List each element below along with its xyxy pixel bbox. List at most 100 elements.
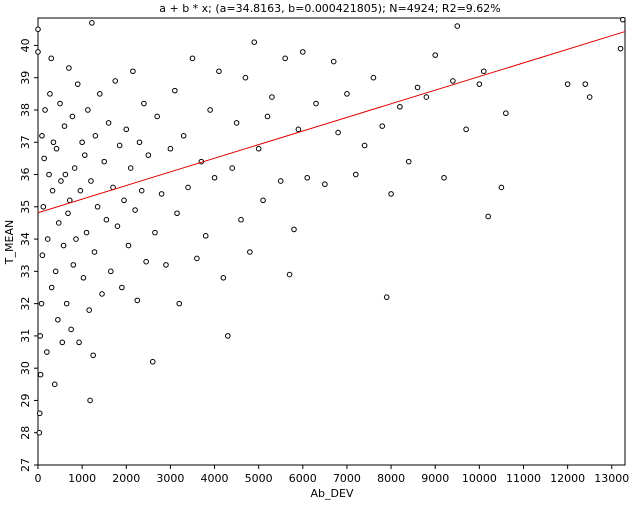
point xyxy=(37,333,44,339)
point xyxy=(71,165,78,171)
point xyxy=(103,216,110,223)
point xyxy=(69,113,76,120)
x-tick-label: 1000 xyxy=(68,472,96,485)
point xyxy=(39,252,46,259)
point xyxy=(163,262,169,268)
point xyxy=(119,284,125,291)
point xyxy=(70,262,77,268)
point xyxy=(112,78,119,84)
fit-line xyxy=(37,31,626,214)
point xyxy=(105,120,112,126)
point xyxy=(77,187,84,194)
point xyxy=(60,242,67,249)
point xyxy=(229,165,235,171)
point xyxy=(88,178,94,184)
point xyxy=(96,91,103,97)
point xyxy=(185,184,191,191)
point xyxy=(291,226,297,233)
x-tick-label: 13000 xyxy=(594,472,629,485)
point xyxy=(330,58,337,65)
point xyxy=(44,349,50,355)
point xyxy=(485,213,491,220)
point xyxy=(66,65,72,71)
point xyxy=(174,210,180,217)
point xyxy=(247,249,253,255)
point xyxy=(40,204,47,210)
point xyxy=(101,158,108,165)
point xyxy=(65,210,71,217)
point xyxy=(99,291,105,297)
point xyxy=(383,294,390,300)
point xyxy=(586,94,593,100)
point xyxy=(116,142,123,149)
y-tick-label: 34 xyxy=(19,232,32,246)
y-tick-label: 29 xyxy=(19,393,32,407)
point xyxy=(476,81,483,87)
point xyxy=(564,81,571,87)
y-tick-label: 35 xyxy=(19,200,32,214)
point xyxy=(617,45,624,52)
point xyxy=(238,216,244,223)
point xyxy=(114,223,121,229)
point xyxy=(313,100,319,107)
point xyxy=(39,133,45,139)
point xyxy=(57,100,63,107)
point xyxy=(108,268,114,275)
point xyxy=(52,268,59,275)
point xyxy=(36,429,43,436)
y-tick-label: 30 xyxy=(19,361,32,375)
point xyxy=(370,74,377,81)
point xyxy=(50,139,57,146)
point xyxy=(38,300,45,307)
point xyxy=(74,81,81,87)
point xyxy=(46,171,52,178)
point xyxy=(619,16,626,23)
point xyxy=(48,284,55,291)
point xyxy=(269,94,275,100)
point xyxy=(441,174,447,181)
point xyxy=(405,158,412,165)
y-tick-label: 31 xyxy=(19,329,32,343)
point xyxy=(91,249,98,255)
point xyxy=(388,191,394,197)
point xyxy=(79,139,85,146)
point xyxy=(176,300,183,307)
point xyxy=(134,297,141,304)
point xyxy=(62,171,69,178)
point xyxy=(242,74,249,81)
point xyxy=(37,371,44,378)
point xyxy=(300,49,306,55)
point xyxy=(582,81,589,87)
x-tick-label: 8000 xyxy=(377,472,405,485)
point xyxy=(86,307,92,313)
point xyxy=(158,191,165,197)
point xyxy=(58,178,64,184)
point xyxy=(35,49,41,55)
point xyxy=(361,142,368,149)
point xyxy=(61,123,68,129)
point xyxy=(80,275,87,281)
point xyxy=(36,410,43,417)
point xyxy=(125,242,132,249)
point xyxy=(480,68,487,75)
x-tick-label: 7000 xyxy=(333,472,361,485)
point xyxy=(143,258,149,265)
y-tick-label: 27 xyxy=(19,458,32,472)
point xyxy=(211,174,218,181)
x-tick-label: 0 xyxy=(35,472,42,485)
y-tick-label: 33 xyxy=(19,264,32,278)
point xyxy=(180,133,187,139)
point xyxy=(423,94,430,100)
point xyxy=(414,84,421,91)
point xyxy=(44,236,51,242)
y-tick-label: 40 xyxy=(19,38,32,52)
point xyxy=(48,55,55,62)
x-tick-label: 11000 xyxy=(506,472,541,485)
point xyxy=(335,129,341,136)
x-tick-label: 12000 xyxy=(550,472,585,485)
point xyxy=(498,184,505,191)
point xyxy=(286,271,293,278)
chart-title: a + b * x; (a=34.8163, b=0.000421805); N… xyxy=(159,2,501,15)
plot-frame xyxy=(37,17,626,466)
